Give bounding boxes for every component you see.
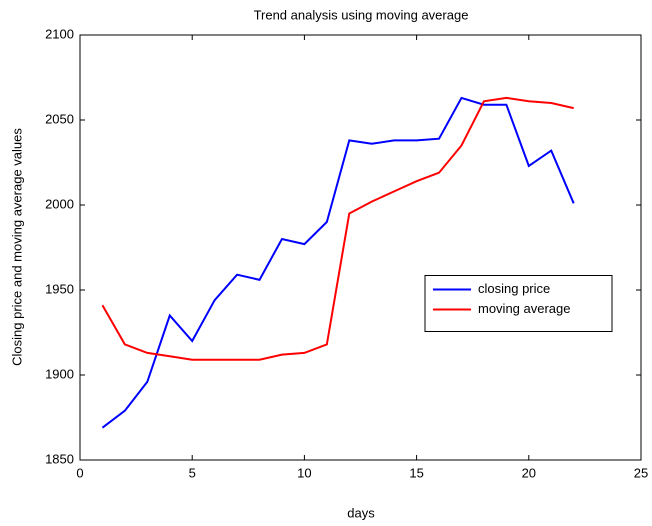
x-tick-label: 0 <box>76 465 83 480</box>
y-tick-label: 2050 <box>45 111 74 126</box>
chart-title: Trend analysis using moving average <box>254 7 469 22</box>
legend-box <box>424 275 613 332</box>
x-tick-label: 15 <box>409 465 423 480</box>
legend: closing price moving average <box>424 275 613 332</box>
legend-label: moving average <box>478 301 571 316</box>
y-tick-label: 2000 <box>45 196 74 211</box>
y-tick-label: 1900 <box>45 366 74 381</box>
line-series <box>101 96 574 361</box>
y-tick-label: 1850 <box>45 451 74 466</box>
x-tick-label: 25 <box>634 465 648 480</box>
legend-label: closing price <box>478 281 550 296</box>
y-tick-label: 2100 <box>45 26 74 41</box>
x-tick-label: 5 <box>189 465 196 480</box>
y-tick-label: 1950 <box>45 281 74 296</box>
line-series <box>101 96 575 429</box>
x-tick-label: 20 <box>522 465 536 480</box>
x-axis-label: days <box>347 505 375 520</box>
plot-area <box>79 34 642 461</box>
x-tick-label: 10 <box>297 465 311 480</box>
y-axis-label: Closing price and moving average values <box>9 128 24 366</box>
